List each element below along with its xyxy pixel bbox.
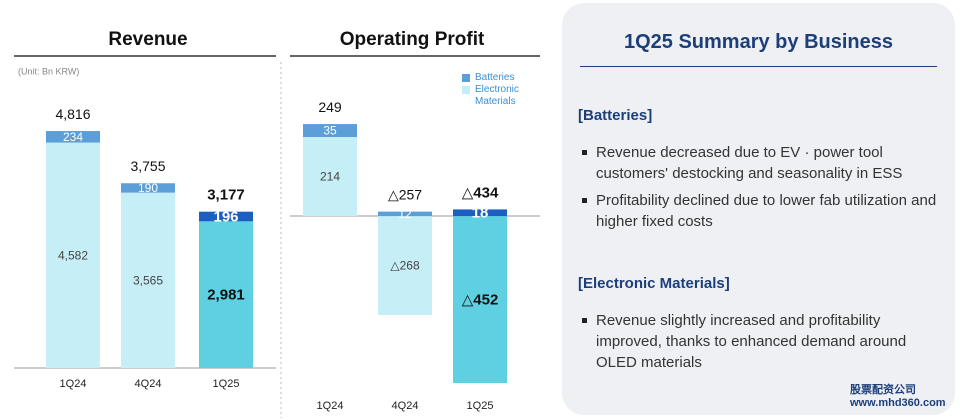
- bar-segment: [378, 216, 432, 316]
- data-label: 12: [398, 207, 412, 221]
- legend-swatch: [462, 86, 470, 94]
- data-label: △268: [390, 259, 420, 273]
- data-label: 196: [213, 208, 238, 225]
- chart-title: Revenue: [108, 29, 187, 50]
- watermark-url: www.mhd360.com: [850, 397, 946, 409]
- x-tick-label: 1Q24: [60, 378, 87, 390]
- bar-segment: [303, 124, 357, 137]
- chart-title: Operating Profit: [340, 29, 485, 50]
- bar-segment: [199, 221, 253, 368]
- total-label: 3,177: [207, 187, 245, 204]
- bullet-list: Revenue slightly increased and profitabi…: [578, 310, 948, 373]
- data-label: 35: [323, 124, 337, 138]
- data-label: 214: [320, 170, 340, 184]
- data-label: △452: [462, 292, 499, 309]
- x-tick-label: 1Q25: [467, 400, 494, 412]
- data-label: 234: [63, 130, 83, 144]
- bullet: Profitability declined due to lower fab …: [578, 190, 948, 232]
- legend-item: Batteries: [462, 72, 527, 84]
- legend-label: Electronic Materials: [475, 84, 519, 107]
- data-label: 190: [138, 181, 158, 195]
- bullet-list: Revenue decreased due to EV · power tool…: [578, 142, 948, 232]
- bar-segment: [453, 209, 507, 217]
- legend-item: Electronic Materials: [462, 84, 527, 108]
- legend-swatch: [462, 74, 470, 82]
- total-label: 3,755: [130, 158, 165, 174]
- summary-section: [Batteries] Revenue decreased due to EV ·…: [578, 107, 948, 238]
- total-label: △257: [388, 186, 422, 202]
- bullet: Revenue decreased due to EV · power tool…: [578, 142, 948, 184]
- summary-title: 1Q25 Summary by Business: [580, 31, 937, 67]
- section-heading: [Electronic Materials]: [578, 275, 730, 292]
- data-label: 2,981: [207, 287, 245, 304]
- bullet: Revenue slightly increased and profitabi…: [578, 310, 948, 373]
- bar-segment: [378, 211, 432, 217]
- total-label: 4,816: [55, 106, 90, 122]
- summary-section: [Electronic Materials] Revenue slightly i…: [578, 275, 948, 379]
- bar-segment: [453, 216, 507, 384]
- watermark-name: 股票配资公司: [850, 384, 916, 396]
- bar-segment: [121, 183, 175, 193]
- watermark: 股票配资公司 www.mhd360.com: [850, 384, 946, 410]
- legend-label: Batteries: [475, 72, 515, 83]
- section-heading: [Batteries]: [578, 107, 653, 124]
- legend: Batteries Electronic Materials: [462, 72, 527, 108]
- summary-panel: 1Q25 Summary by Business [Batteries] Reve…: [562, 3, 955, 415]
- bar-segment: [46, 131, 100, 143]
- bar-segment: [303, 136, 357, 217]
- x-tick-label: 4Q24: [135, 378, 162, 390]
- data-label: 18: [472, 205, 489, 222]
- data-label: 4,582: [58, 248, 88, 262]
- data-label: 3,565: [133, 273, 163, 287]
- bar-segment: [46, 142, 100, 368]
- total-label: △434: [462, 184, 499, 201]
- x-tick-label: 1Q24: [317, 400, 344, 412]
- x-tick-label: 4Q24: [392, 400, 419, 412]
- charts: Revenue (Unit: Bn KRW) Operating Profit …: [14, 29, 540, 418]
- total-label: 249: [318, 99, 342, 115]
- bar-segment: [121, 192, 175, 368]
- unit-note: (Unit: Bn KRW): [18, 66, 79, 76]
- bar-segment: [199, 211, 253, 222]
- x-tick-label: 1Q25: [213, 378, 240, 390]
